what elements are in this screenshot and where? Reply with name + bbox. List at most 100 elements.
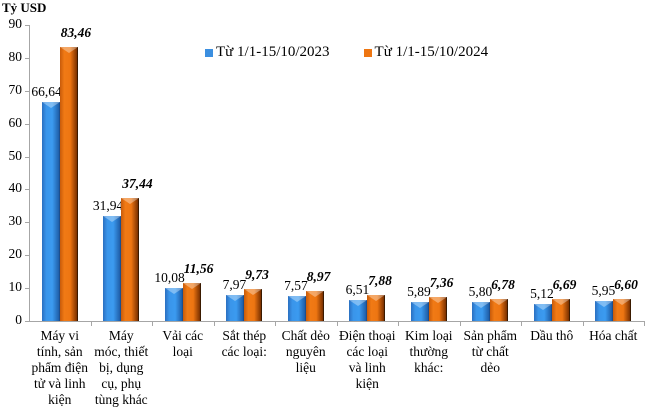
bar-bevel — [41, 101, 60, 108]
bar-bevel — [287, 296, 306, 303]
data-label: 6,60 — [614, 277, 638, 293]
data-label: 37,44 — [122, 175, 153, 191]
x-category-label: Sản phẩm từ chất dẻo — [463, 328, 518, 375]
bar-bevel — [367, 295, 386, 302]
y-tick-label: 60 — [8, 114, 23, 130]
x-tick — [521, 321, 522, 326]
legend-label: Từ 1/1-15/10/2024 — [374, 44, 489, 60]
bar-2024 — [551, 298, 570, 321]
y-tick — [25, 90, 29, 92]
y-tick — [25, 156, 29, 158]
x-tick — [644, 321, 645, 326]
bar-bevel — [182, 282, 201, 289]
legend: Từ 1/1-15/10/2023 Từ 1/1-15/10/2024 — [205, 44, 488, 61]
x-category-label: Dầu thô — [530, 328, 574, 343]
bar-bevel — [613, 299, 632, 306]
data-label: 7,88 — [368, 273, 392, 289]
bar-bevel — [490, 298, 509, 305]
x-tick — [398, 321, 399, 326]
bar-2023 — [595, 301, 614, 321]
bar-bevel — [472, 301, 491, 308]
data-label: 8,97 — [306, 269, 331, 285]
y-tick-label: 40 — [8, 180, 23, 196]
data-label: 5,80 — [468, 283, 493, 299]
bar-2024 — [428, 296, 447, 321]
data-label: 6,69 — [552, 276, 577, 292]
x-tick — [336, 321, 338, 326]
y-tick — [25, 25, 29, 26]
data-label: 6,51 — [345, 281, 370, 297]
data-label: 5,89 — [407, 283, 431, 299]
data-label: 83,46 — [60, 24, 92, 40]
bar-2024 — [244, 288, 263, 321]
x-category-label: Sắt thép các loại: — [221, 328, 267, 359]
y-tick-label: 50 — [8, 147, 23, 163]
bar-2024 — [121, 197, 140, 321]
y-axis-line — [29, 25, 30, 321]
bar-bevel — [410, 301, 429, 308]
bar-2023 — [533, 304, 552, 321]
x-category-label: Vải các loại — [162, 328, 204, 359]
y-tick-label: 30 — [8, 213, 23, 229]
data-label: 66,64 — [31, 83, 62, 99]
bar-2024 — [305, 291, 324, 321]
x-tick — [275, 321, 276, 326]
x-tick — [213, 321, 215, 326]
y-tick-label: 70 — [8, 81, 23, 97]
bar-2024 — [367, 295, 386, 321]
bar-bevel — [121, 197, 140, 204]
bar-bevel — [595, 301, 614, 308]
y-tick — [25, 189, 29, 191]
bar-bevel — [428, 296, 447, 303]
x-tick — [90, 321, 92, 326]
y-tick-label: 80 — [8, 48, 23, 64]
x-category-label: Chất dẻo nguyên liệu — [281, 328, 330, 375]
bar-2023 — [41, 101, 60, 321]
y-tick — [25, 57, 29, 59]
x-category-label: Máy móc, thiết bị, dụng cụ, phụ tùng khác — [94, 328, 149, 407]
legend-label: Từ 1/1-15/10/2023 — [216, 44, 330, 60]
bar-bevel — [244, 288, 263, 295]
y-tick — [25, 321, 29, 322]
bar-2023 — [164, 287, 183, 321]
bar-bevel — [533, 304, 552, 311]
y-tick-label: 20 — [8, 246, 23, 262]
x-category-label: Điện thoại các loại và linh kiện — [338, 328, 396, 391]
x-category-label: Hóa chất — [589, 328, 638, 343]
x-tick — [582, 321, 584, 326]
data-label: 7,57 — [284, 278, 308, 294]
x-category-label: Kim loại thường khác: — [404, 328, 453, 375]
bar-2023 — [287, 296, 306, 321]
bar-bevel — [305, 291, 324, 298]
legend-item-2023: Từ 1/1-15/10/2023 — [205, 44, 330, 61]
bar-2023 — [410, 301, 429, 321]
data-label: 31,94 — [92, 197, 124, 213]
legend-swatch-blue — [205, 48, 213, 57]
y-tick — [25, 255, 29, 257]
y-tick — [25, 288, 29, 290]
data-label: 5,12 — [530, 286, 554, 302]
bar-bevel — [226, 294, 245, 301]
x-tick — [459, 321, 461, 326]
x-tick — [152, 321, 153, 326]
bar-2024 — [59, 46, 78, 321]
y-tick-label: 0 — [15, 312, 22, 327]
data-label: 11,56 — [183, 260, 214, 276]
y-tick-label: 90 — [8, 16, 23, 31]
bar-bevel — [59, 46, 78, 53]
data-label: 6,78 — [491, 276, 515, 292]
data-label: 5,95 — [591, 283, 616, 299]
y-tick — [25, 222, 29, 224]
data-label: 10,08 — [154, 269, 185, 285]
x-category-label: Máy vi tính, sản phẩm điện tử và linh kiện — [31, 328, 89, 407]
bar-2023 — [472, 301, 491, 321]
bar-2024 — [490, 298, 509, 321]
bar-2023 — [226, 294, 245, 321]
bar-bevel — [349, 299, 368, 306]
bar-2023 — [349, 299, 368, 321]
bar-bevel — [164, 287, 183, 294]
legend-item-2024: Từ 1/1-15/10/2024 — [363, 44, 489, 61]
y-tick — [25, 123, 29, 125]
data-label: 9,73 — [245, 266, 269, 282]
